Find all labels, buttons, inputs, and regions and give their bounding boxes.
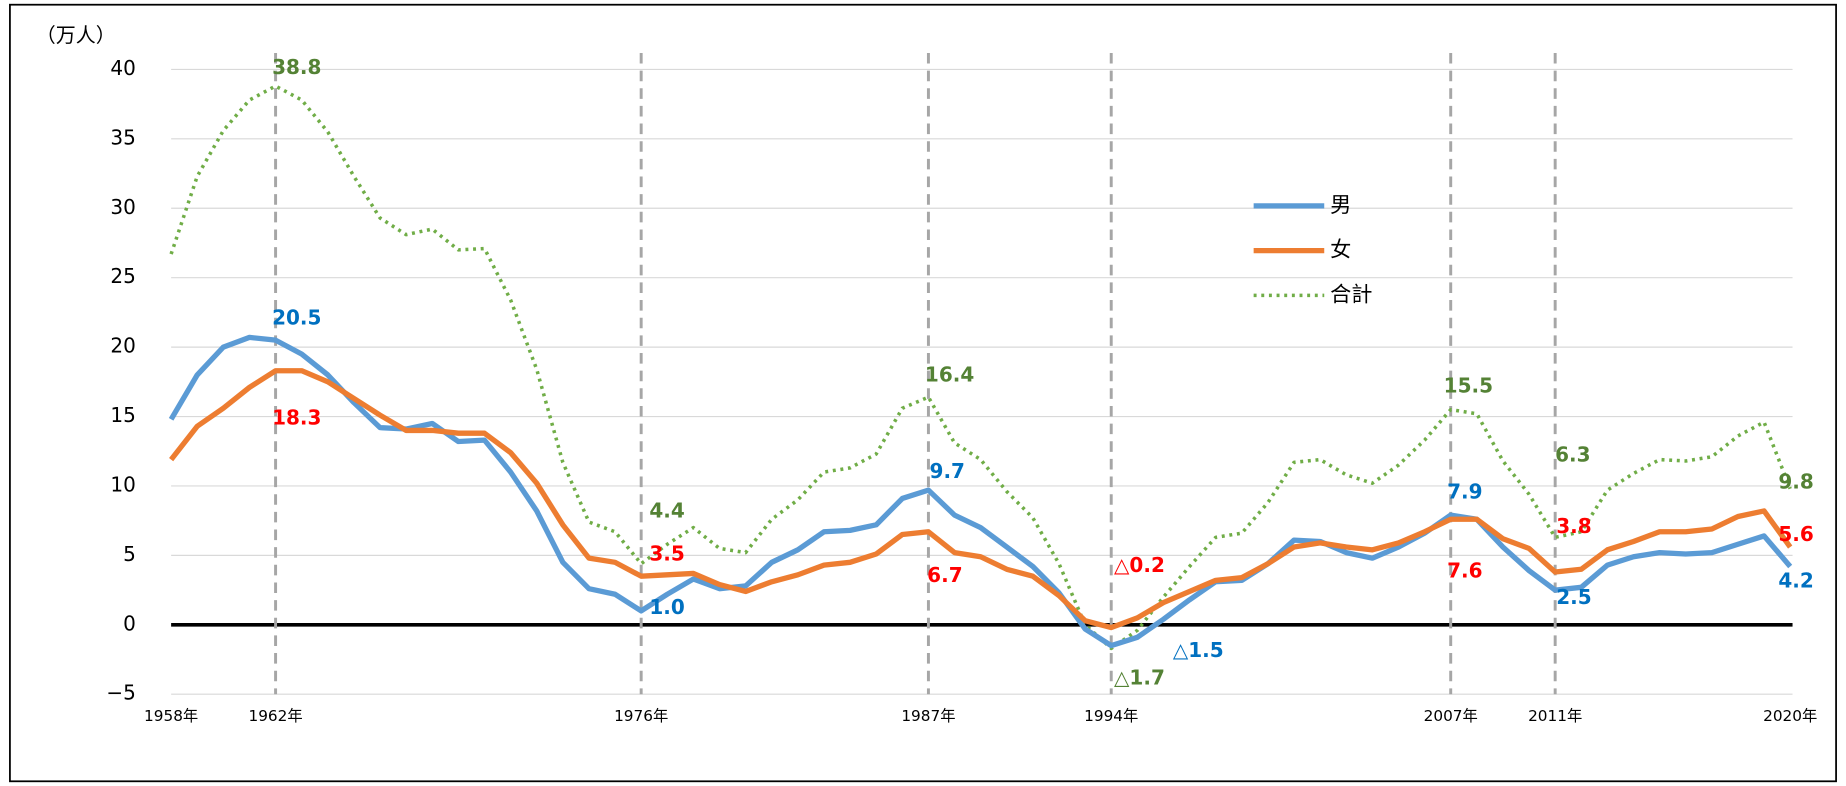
series-line xyxy=(169,84,1792,651)
legend-label: 男 xyxy=(1330,192,1351,217)
legend-label: 女 xyxy=(1330,237,1351,262)
legend-label: 合計 xyxy=(1330,281,1372,306)
data-label: 9.7 xyxy=(930,459,965,483)
y-tick-label: 25 xyxy=(110,264,135,288)
x-tick-label: 1994年 xyxy=(1084,707,1138,725)
y-tick-label: 40 xyxy=(110,56,135,80)
data-label: △0.2 xyxy=(1114,553,1165,577)
x-tick-label: 2007年 xyxy=(1424,707,1478,725)
data-label: △1.5 xyxy=(1173,638,1224,662)
y-tick-label: 0 xyxy=(123,611,136,635)
x-tick-label: 2011年 xyxy=(1528,707,1582,725)
y-tick-label: −5 xyxy=(106,681,135,705)
y-tick-label: 5 xyxy=(123,542,136,566)
data-label: 6.7 xyxy=(927,563,962,587)
series-line xyxy=(169,368,1793,631)
y-tick-label: 20 xyxy=(110,334,135,358)
data-label: 1.0 xyxy=(649,595,684,619)
y-tick-label: 10 xyxy=(110,472,135,496)
data-label: 18.3 xyxy=(272,405,321,429)
data-label: 5.6 xyxy=(1778,522,1813,546)
data-label: 4.2 xyxy=(1778,568,1813,592)
y-axis-label: （万人） xyxy=(36,23,116,47)
data-label: 2.5 xyxy=(1556,585,1591,609)
x-tick-label: 1962年 xyxy=(248,707,302,725)
data-label: 7.9 xyxy=(1447,479,1482,503)
data-label: 7.6 xyxy=(1447,559,1482,583)
data-label: 38.8 xyxy=(272,55,321,79)
y-tick-label: 35 xyxy=(110,125,135,149)
data-label: 20.5 xyxy=(272,305,321,329)
x-tick-label: 2020年 xyxy=(1763,707,1817,725)
y-tick-label: 15 xyxy=(110,403,135,427)
x-tick-label: 1987年 xyxy=(901,707,955,725)
x-tick-label: 1976年 xyxy=(614,707,668,725)
data-label: 6.3 xyxy=(1555,443,1590,467)
y-tick-label: 30 xyxy=(110,195,135,219)
data-label: 9.8 xyxy=(1778,469,1813,493)
data-label: 16.4 xyxy=(925,362,974,386)
chart-frame xyxy=(9,3,1837,783)
data-label: 4.4 xyxy=(649,498,684,522)
data-label: △1.7 xyxy=(1114,665,1165,689)
x-tick-label: 1958年 xyxy=(144,707,198,725)
data-label: 15.5 xyxy=(1444,374,1493,398)
data-label: 3.8 xyxy=(1556,514,1591,538)
data-label: 3.5 xyxy=(649,542,684,566)
